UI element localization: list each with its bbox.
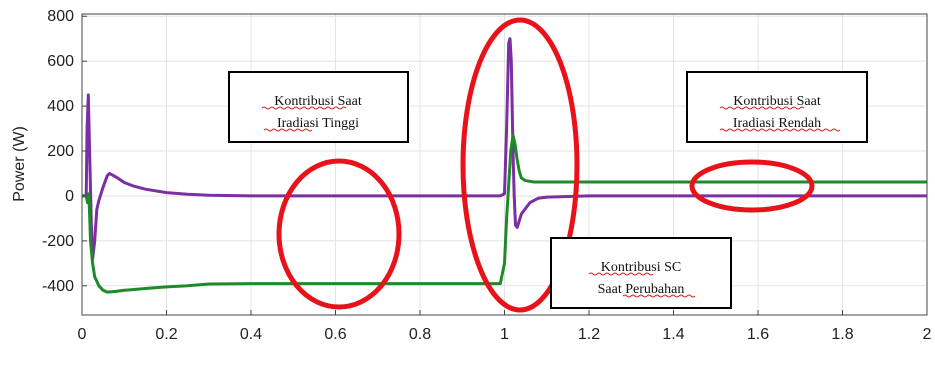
callout-low-irradiance: Kontribusi Saat Iradiasi Rendah xyxy=(686,71,868,143)
spellcheck-squiggle xyxy=(719,106,805,110)
x-tick-label: 0.8 xyxy=(409,326,431,343)
y-tick-label: 800 xyxy=(47,8,74,25)
y-tick-label: 200 xyxy=(47,143,74,160)
spellcheck-squiggle xyxy=(622,294,696,298)
highlight-ellipse-high-irradiance xyxy=(276,158,402,310)
callout-line-1: Kontribusi SC xyxy=(601,260,682,275)
highlight-ellipse-transition xyxy=(460,17,580,313)
callout-line-1: Kontribusi Saat xyxy=(274,94,362,109)
x-tick-label: 2 xyxy=(923,326,932,343)
spellcheck-squiggle xyxy=(263,128,313,132)
y-tick-label: 400 xyxy=(47,98,74,115)
x-tick-label: 1.2 xyxy=(578,326,600,343)
y-tick-label: -200 xyxy=(42,233,74,250)
series-line-2 xyxy=(82,133,927,294)
series-line-1 xyxy=(82,37,927,261)
callout-line-2: Iradiasi Rendah xyxy=(733,116,821,131)
callout-high-irradiance: Kontribusi Saat Iradiasi Tinggi xyxy=(228,71,409,143)
highlight-ellipse-low-irradiance xyxy=(689,159,815,213)
callout-line-1: Kontribusi Saat xyxy=(733,94,821,109)
y-tick-label: 0 xyxy=(65,188,74,205)
spellcheck-squiggle xyxy=(719,128,841,132)
data-series xyxy=(82,37,927,294)
spellcheck-squiggle xyxy=(588,272,654,276)
x-tick-label: 1.8 xyxy=(831,326,853,343)
x-tick-label: 1 xyxy=(500,326,509,343)
x-tick-label: 0.6 xyxy=(324,326,346,343)
callout-line-2: Iradiasi Tinggi xyxy=(277,116,359,131)
callout-box xyxy=(550,237,732,309)
x-tick-label: 1.6 xyxy=(747,326,769,343)
spellcheck-squiggle xyxy=(261,106,347,110)
y-tick-label: 600 xyxy=(47,53,74,70)
y-axis-title: Power (W) xyxy=(11,126,28,202)
axis-ticks: 0 0.2 0.4 0.6 0.8 1 1.2 1.4 1.6 1.8 2 800 600 400 200 0… xyxy=(42,8,932,343)
callout-line-2: Saat Perubahan xyxy=(598,282,685,297)
x-tick-label: 1.4 xyxy=(662,326,684,343)
x-tick-label: 0.4 xyxy=(240,326,262,343)
callout-sc-transition: Kontribusi SC Saat Perubahan xyxy=(550,237,732,309)
x-tick-label: 0.2 xyxy=(155,326,177,343)
highlight-ellipses xyxy=(276,17,815,313)
x-tick-label: 0 xyxy=(78,326,87,343)
y-tick-label: -400 xyxy=(42,278,74,295)
